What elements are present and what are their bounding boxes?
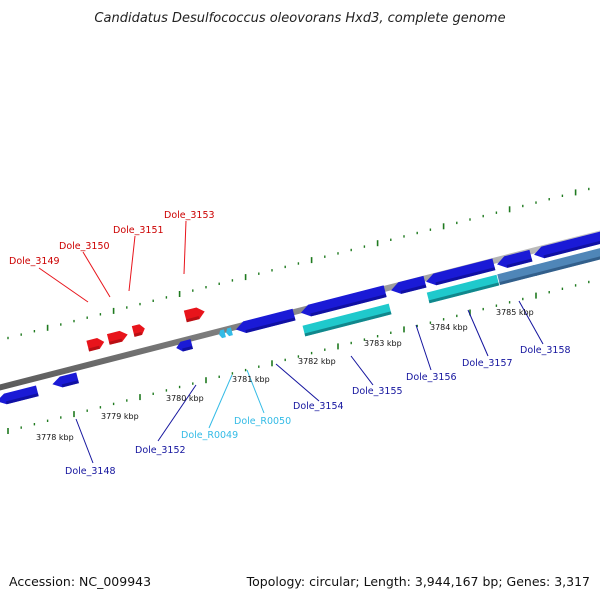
reverse-gene-labels: Dole_3148 Dole_3152 Dole_R0049 Dole_R005…	[65, 345, 571, 477]
gene-arrow-shadow	[543, 240, 600, 259]
gene-label-reverse[interactable]: Dole_3158	[520, 345, 571, 356]
reverse-gene-arrow	[426, 258, 496, 286]
forward-gene-labels: Dole_3149 Dole_3150 Dole_3151 Dole_3153	[9, 210, 215, 267]
leader-line	[350, 355, 374, 386]
gene-arrow-shadow	[506, 258, 533, 268]
gene-arrow-body	[300, 285, 387, 317]
gene-arrow-body	[0, 385, 39, 405]
leader-line	[82, 251, 111, 298]
gene-arrow-shadow	[435, 267, 496, 286]
reverse-gene-arrow	[52, 372, 79, 388]
gene-arrow-shadow	[133, 331, 143, 337]
reverse-gene-arrow	[391, 275, 427, 294]
feature-bar-shadow	[428, 282, 500, 304]
feature-bar-shadow	[304, 311, 392, 337]
scale-label: 3782 kbp	[298, 357, 336, 366]
forward-tick-track	[7, 187, 590, 340]
reverse-gene-arrow	[0, 385, 39, 405]
gene-label-forward[interactable]: Dole_3150	[59, 241, 110, 252]
scale-label: 3778 kbp	[36, 433, 74, 442]
scale-label: 3784 kbp	[430, 323, 468, 332]
reverse-tick-track	[7, 280, 590, 434]
leader-line	[75, 418, 94, 464]
reverse-gene-arrow	[235, 308, 296, 334]
gene-arrow-body	[426, 258, 496, 286]
scale-labels: 3778 kbp 3779 kbp 3780 kbp 3781 kbp 3782…	[36, 308, 534, 442]
gene-arrow-shadow	[310, 294, 387, 317]
scale-label: 3783 kbp	[364, 339, 402, 348]
forward-gene-arrow	[86, 338, 105, 352]
feature-bar-body	[497, 264, 537, 286]
gene-arrow-body	[235, 308, 296, 334]
feature-bar	[426, 274, 500, 304]
feature-bar	[497, 264, 537, 286]
leader-line	[128, 235, 136, 292]
feature-bar-body	[302, 303, 392, 337]
rna-gene-arrow	[219, 329, 226, 339]
leader-line	[246, 369, 265, 414]
feature-bar-shadow	[534, 255, 600, 277]
gene-arrow-body	[226, 327, 233, 337]
reverse-gene-arrow	[300, 285, 387, 317]
gene-arrow-shadow	[61, 380, 79, 388]
gene-arrow-shadow	[245, 317, 296, 334]
feature-bar-body	[532, 247, 600, 277]
scale-label: 3779 kbp	[101, 412, 139, 421]
gene-label-reverse[interactable]: Dole_3148	[65, 466, 116, 477]
gene-label-rna[interactable]: Dole_R0050	[234, 416, 291, 427]
gene-arrow-shadow	[5, 393, 39, 405]
gene-arrow-body	[534, 231, 600, 259]
leader-line	[157, 384, 197, 442]
reverse-gene-arrow	[534, 231, 600, 259]
leader-line	[38, 267, 89, 303]
genome-summary-text: Topology: circular; Length: 3,944,167 bp…	[246, 574, 590, 589]
gene-arrow-body	[183, 307, 205, 323]
feature-glyphs	[0, 231, 600, 405]
feature-bar-body	[426, 274, 500, 304]
reverse-gene-arrow	[176, 339, 193, 352]
gene-arrow-body	[219, 329, 226, 339]
gene-label-rna[interactable]: Dole_R0049	[181, 430, 238, 441]
scale-label: 3780 kbp	[166, 394, 204, 403]
reverse-gene-arrow	[497, 249, 533, 268]
gene-label-forward[interactable]: Dole_3151	[113, 225, 164, 236]
feature-bar	[302, 303, 392, 337]
leader-line	[518, 300, 544, 345]
forward-gene-arrow	[183, 307, 205, 323]
feature-bar	[532, 247, 600, 277]
gene-arrow-shadow	[400, 284, 427, 294]
forward-gene-arrow	[106, 330, 128, 345]
leader-line	[208, 374, 233, 429]
accession-text: Accession: NC_009943	[9, 574, 151, 589]
rna-gene-arrow	[226, 327, 233, 337]
scale-label: 3785 kbp	[496, 308, 534, 317]
feature-bar-shadow	[499, 272, 537, 286]
leader-line	[275, 363, 320, 402]
gene-arrow-shadow	[182, 345, 193, 352]
gene-label-reverse[interactable]: Dole_3154	[293, 401, 344, 412]
gene-label-reverse[interactable]: Dole_3155	[352, 386, 403, 397]
gene-label-forward[interactable]: Dole_3149	[9, 256, 60, 267]
gene-label-reverse[interactable]: Dole_3157	[462, 358, 513, 369]
gene-label-forward[interactable]: Dole_3153	[164, 210, 215, 221]
gene-arrow-shadow	[108, 338, 123, 345]
leader-line	[183, 220, 187, 275]
gene-label-reverse[interactable]: Dole_3152	[135, 445, 186, 456]
label-leaders	[38, 220, 544, 464]
leader-line	[467, 309, 489, 357]
gene-arrow-shadow	[88, 345, 100, 352]
forward-gene-arrow	[131, 324, 145, 337]
map-title: Candidatus Desulfococcus oleovorans Hxd3…	[94, 11, 505, 26]
leader-line	[415, 324, 432, 371]
scale-label: 3781 kbp	[232, 375, 270, 384]
gene-arrow-shadow	[186, 316, 200, 323]
gene-label-reverse[interactable]: Dole_3156	[406, 372, 457, 383]
